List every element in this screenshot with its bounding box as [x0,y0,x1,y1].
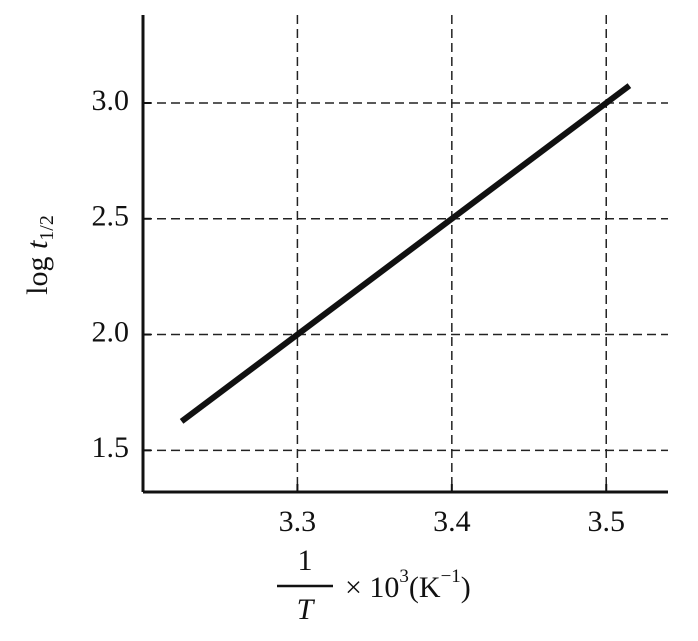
x-axis-label: × 103(K−1) [345,566,471,604]
x-label-denominator: T [297,593,316,626]
x-tick-label: 3.5 [587,505,625,538]
y-tick-label: 3.0 [92,84,130,117]
x-label-close: ) [461,571,471,604]
x-label-numerator: 1 [298,544,313,577]
x-label-exp: 3 [399,566,409,587]
y-tick-label: 2.0 [92,315,130,348]
x-label-unit-exp: −1 [441,566,461,587]
x-tick-label: 3.3 [279,505,317,538]
y-label-var: t [21,240,54,249]
y-label-sub: 1/2 [36,215,58,241]
x-label-unit: (K [409,571,441,604]
y-tick-label: 1.5 [92,431,130,464]
y-label-prefix: log [21,257,54,295]
data-line [179,83,632,424]
y-axis-label: log t1/2 [21,215,58,295]
x-label-times: × 10 [345,571,399,604]
x-tick-label: 3.4 [433,505,471,538]
y-tick-label: 2.5 [92,200,130,233]
